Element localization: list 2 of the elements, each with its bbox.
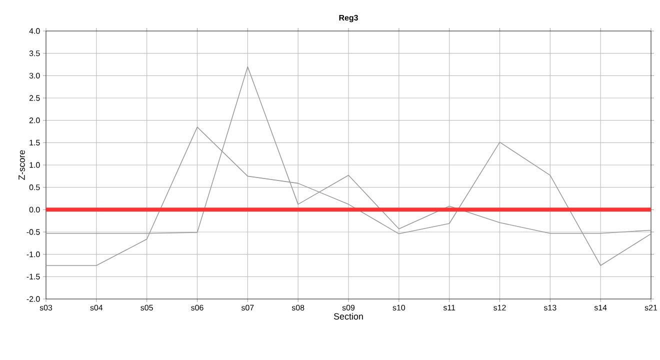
y-axis-title: Z-score [18,150,25,180]
x-axis-title: Section [334,313,363,320]
